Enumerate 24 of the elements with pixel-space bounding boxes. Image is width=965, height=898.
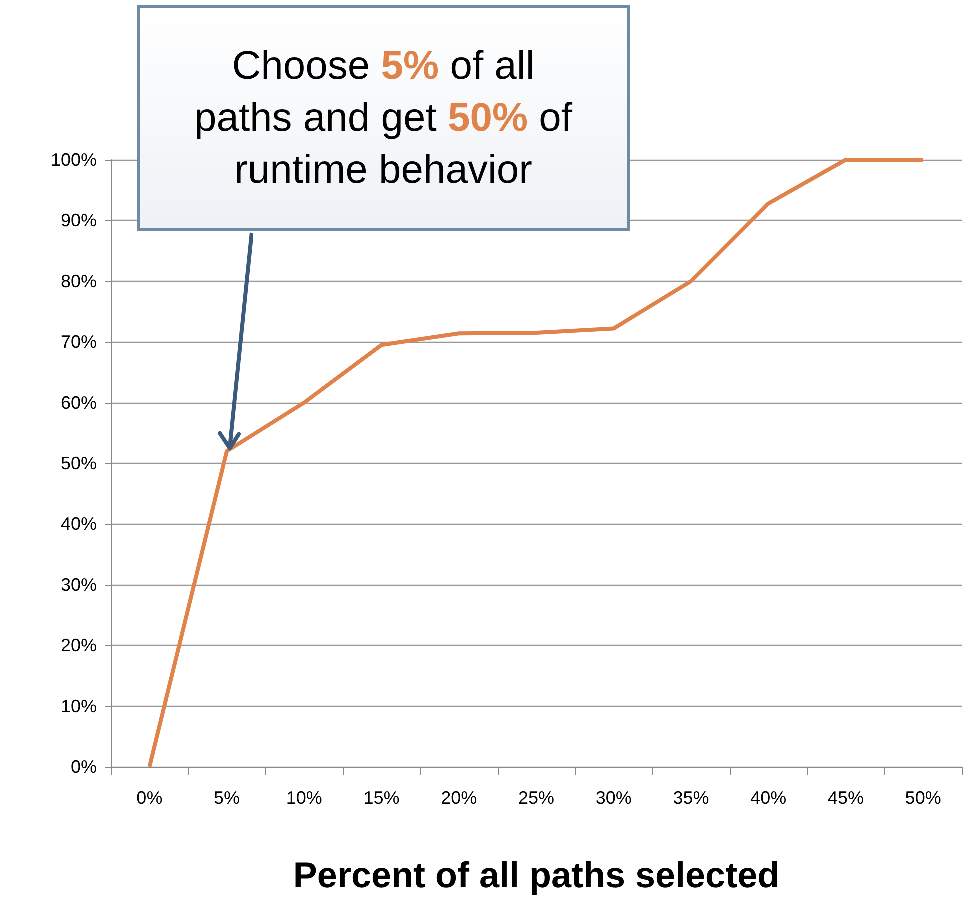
- x-tick-label: 20%: [441, 788, 478, 808]
- y-tick-label: 100%: [50, 150, 97, 170]
- x-tick-label: 50%: [905, 788, 942, 808]
- x-tick-label: 45%: [828, 788, 864, 808]
- y-tick-label: 90%: [60, 210, 97, 231]
- y-tick-label: 0%: [70, 757, 97, 777]
- callout-text: Choose 5% of all paths and get 50% of runtime behavior: [193, 43, 574, 194]
- x-tick-label: 0%: [136, 788, 163, 808]
- y-tick-label: 40%: [60, 514, 97, 534]
- y-tick-label: 60%: [60, 392, 97, 413]
- y-tick-label: 50%: [60, 454, 97, 474]
- x-axis-title: Percent of all paths selected: [293, 854, 780, 896]
- x-tick-label: 10%: [286, 788, 322, 808]
- y-tick-label: 30%: [60, 574, 97, 595]
- x-tick-label: 40%: [750, 788, 787, 808]
- y-tick-label: 10%: [60, 696, 97, 716]
- x-tick-label: 30%: [596, 788, 632, 808]
- y-tick-label: 70%: [60, 332, 97, 352]
- x-tick-label: 5%: [214, 788, 240, 808]
- y-tick-label: 80%: [60, 271, 97, 292]
- x-tick-label: 25%: [518, 788, 555, 808]
- x-tick-label: 15%: [364, 788, 400, 808]
- x-tick-label: 35%: [673, 788, 710, 808]
- y-tick-label: 20%: [60, 636, 97, 656]
